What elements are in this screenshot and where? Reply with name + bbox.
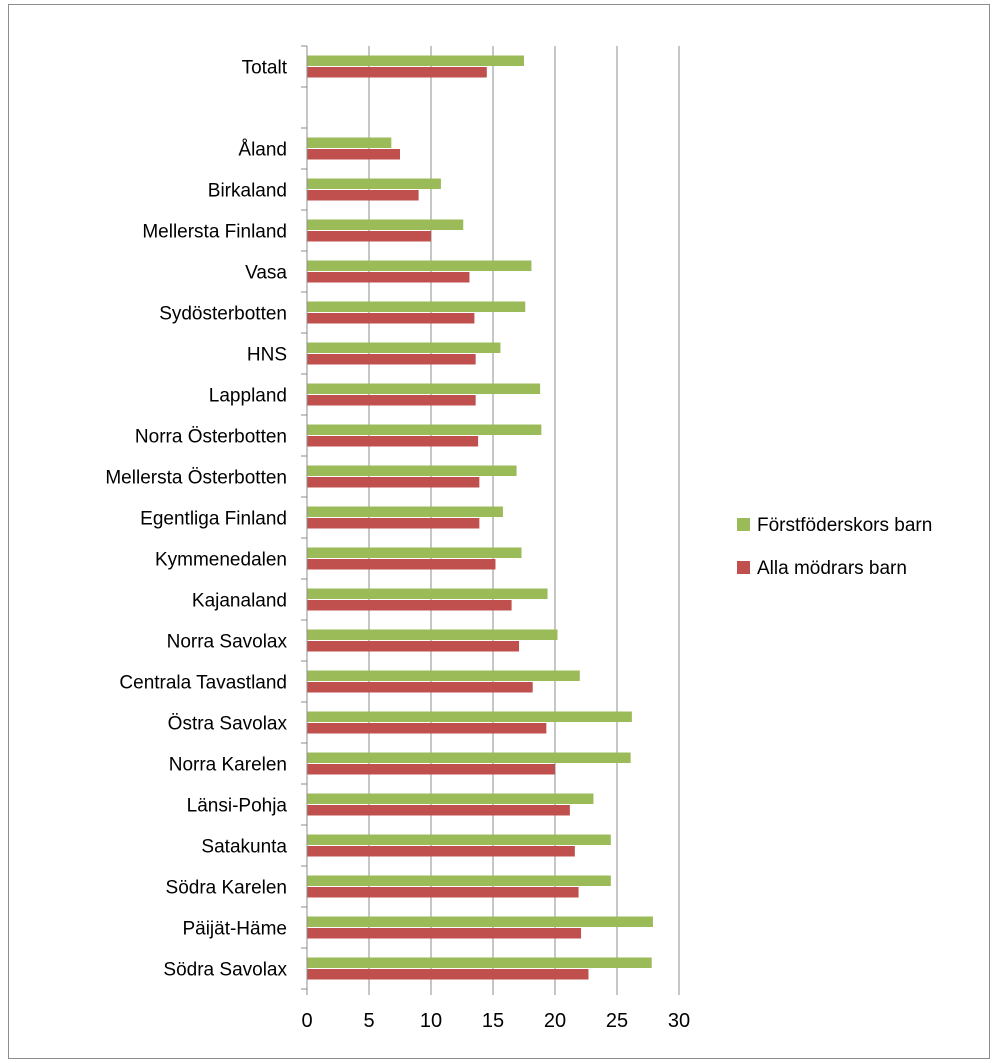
bars — [307, 55, 653, 980]
bar-forstfoderskors — [307, 793, 594, 804]
bar-forstfoderskors — [307, 219, 464, 230]
x-tick-label: 15 — [482, 1010, 504, 1032]
category-label: Norra Österbotten — [135, 427, 287, 448]
category-label: Lappland — [209, 386, 287, 407]
category-label: Satakunta — [201, 837, 287, 858]
bar-forstfoderskors — [307, 137, 392, 148]
bar-forstfoderskors — [307, 588, 548, 599]
x-tick-label: 25 — [606, 1010, 628, 1032]
bar-alla-modrars — [307, 764, 555, 775]
category-label: Vasa — [245, 263, 287, 284]
category-label: Egentliga Finland — [140, 509, 287, 530]
bar-forstfoderskors — [307, 383, 541, 394]
bar-alla-modrars — [307, 682, 533, 693]
x-tick-label: 10 — [420, 1010, 442, 1032]
category-label: Centrala Tavastland — [119, 673, 287, 694]
x-tick-label: 20 — [544, 1010, 566, 1032]
bar-forstfoderskors — [307, 260, 532, 271]
bar-alla-modrars — [307, 395, 476, 406]
chart-frame: Totalt Åland Birkaland Mellersta Finland Vas… — [8, 4, 990, 1059]
bar-forstfoderskors — [307, 629, 558, 640]
legend-label: Alla mödrars barn — [757, 558, 907, 579]
bar-alla-modrars — [307, 928, 582, 939]
bar-forstfoderskors — [307, 711, 632, 722]
bar-forstfoderskors — [307, 342, 501, 353]
gridlines — [368, 46, 680, 989]
x-tick-label: 0 — [301, 1010, 312, 1032]
bar-alla-modrars — [307, 969, 589, 980]
bar-forstfoderskors — [307, 916, 653, 927]
category-label: Södra Karelen — [166, 878, 287, 899]
category-label: Totalt — [242, 58, 288, 79]
bar-forstfoderskors — [307, 55, 524, 66]
category-label: Mellersta Finland — [142, 222, 287, 243]
bar-alla-modrars — [307, 313, 475, 324]
category-label: Åland — [238, 140, 287, 161]
legend-swatch — [737, 518, 750, 531]
bar-forstfoderskors — [307, 957, 652, 968]
bar-alla-modrars — [307, 518, 480, 529]
bar-alla-modrars — [307, 477, 480, 488]
bar-forstfoderskors — [307, 424, 542, 435]
category-label: Päijät-Häme — [182, 919, 287, 940]
bar-forstfoderskors — [307, 875, 611, 886]
category-label: Sydösterbotten — [159, 304, 287, 325]
x-tick-label: 30 — [668, 1010, 690, 1032]
bar-forstfoderskors — [307, 670, 580, 681]
category-label: Norra Karelen — [169, 755, 287, 776]
axes — [301, 45, 680, 995]
bar-alla-modrars — [307, 67, 487, 78]
x-tick-labels: 0 5 10 15 20 25 30 — [301, 1010, 690, 1032]
bar-alla-modrars — [307, 641, 520, 652]
bar-alla-modrars — [307, 436, 479, 447]
category-label: Östra Savolax — [168, 714, 288, 735]
bar-alla-modrars — [307, 887, 579, 898]
bar-alla-modrars — [307, 846, 575, 857]
bar-chart: Totalt Åland Birkaland Mellersta Finland Vas… — [105, 45, 932, 1032]
bar-forstfoderskors — [307, 301, 526, 312]
bar-alla-modrars — [307, 272, 470, 283]
category-label: Södra Savolax — [163, 960, 287, 981]
bar-forstfoderskors — [307, 465, 517, 476]
bar-forstfoderskors — [307, 752, 631, 763]
category-label: Norra Savolax — [167, 632, 288, 653]
category-label: HNS — [247, 345, 287, 366]
bar-alla-modrars — [307, 190, 419, 201]
bar-forstfoderskors — [307, 506, 503, 517]
category-label: Mellersta Österbotten — [105, 468, 287, 489]
legend-label: Förstföderskors barn — [757, 515, 932, 536]
bar-alla-modrars — [307, 723, 547, 734]
bar-alla-modrars — [307, 149, 400, 160]
bar-forstfoderskors — [307, 834, 611, 845]
bar-alla-modrars — [307, 354, 476, 365]
category-label: Länsi-Pohja — [187, 796, 288, 817]
bar-forstfoderskors — [307, 178, 441, 189]
category-labels: Totalt Åland Birkaland Mellersta Finland Vas… — [105, 58, 287, 981]
legend: Förstföderskors barn Alla mödrars barn — [737, 515, 932, 579]
category-label: Birkaland — [208, 181, 287, 202]
category-label: Kajanaland — [192, 591, 287, 612]
legend-swatch — [737, 561, 750, 574]
bar-alla-modrars — [307, 231, 431, 242]
x-tick-label: 5 — [363, 1010, 374, 1032]
bar-alla-modrars — [307, 805, 570, 816]
bar-alla-modrars — [307, 600, 512, 611]
bar-forstfoderskors — [307, 547, 522, 558]
category-label: Kymmenedalen — [155, 550, 287, 571]
bar-alla-modrars — [307, 559, 496, 570]
